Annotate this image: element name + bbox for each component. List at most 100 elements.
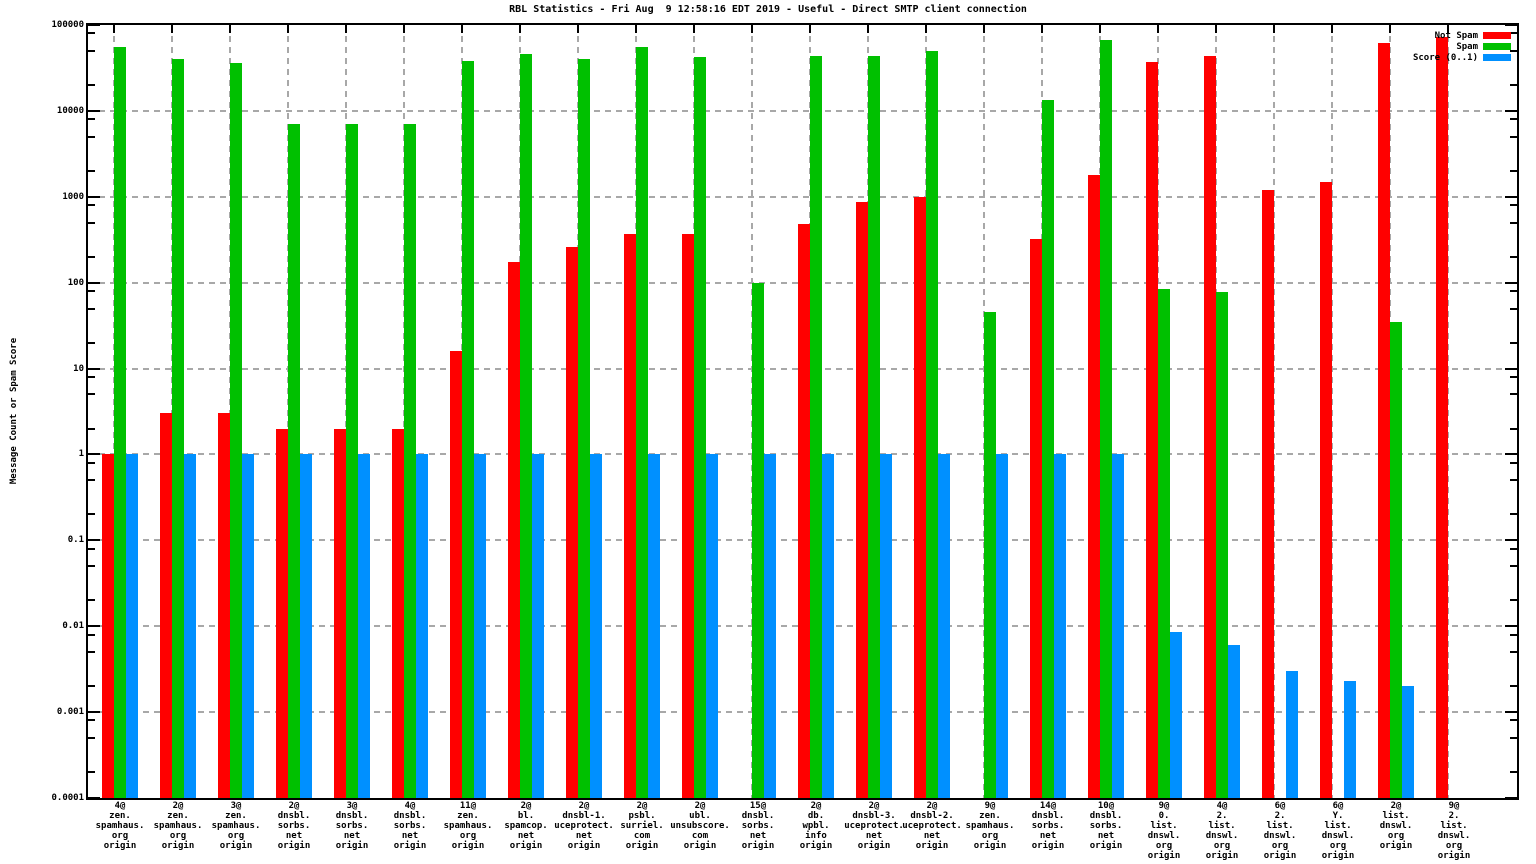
bar-score: [532, 454, 544, 798]
y-major-tick: [1505, 625, 1517, 628]
y-minor-tick: [88, 565, 95, 568]
x-top-tick: [925, 25, 927, 33]
x-category-label: 6@ 2. list. dnswl. org origin: [1263, 801, 1297, 861]
x-top-tick: [519, 25, 521, 33]
y-minor-tick: [88, 135, 95, 138]
x-top-tick: [403, 25, 405, 33]
bar-score: [1112, 454, 1124, 798]
x-category-label: 3@ dnsbl. sorbs. net origin: [335, 801, 369, 851]
bar-spam: [868, 55, 880, 798]
y-minor-tick: [88, 341, 95, 344]
y-major-tick: [1505, 711, 1517, 714]
h-gridline: [88, 195, 1517, 198]
x-top-tick: [113, 25, 115, 33]
bar-score: [1402, 686, 1414, 798]
y-minor-tick: [1510, 375, 1517, 378]
y-minor-tick: [88, 118, 95, 121]
y-minor-tick: [1510, 307, 1517, 310]
bar-not-spam: [1436, 37, 1448, 798]
y-major-tick: [88, 453, 100, 456]
y-minor-tick: [88, 685, 95, 688]
bar-not-spam: [508, 261, 520, 798]
y-major-tick: [88, 625, 100, 628]
x-category-label: 4@ zen. spamhaus. org origin: [95, 801, 145, 851]
y-major-tick: [88, 195, 100, 198]
bar-score: [648, 454, 660, 798]
y-major-tick: [88, 109, 100, 112]
y-minor-tick: [88, 307, 95, 310]
y-minor-tick: [88, 633, 95, 636]
legend-item: Not Spam: [1413, 30, 1511, 41]
v-gridline: [1331, 25, 1333, 798]
y-minor-tick: [1510, 204, 1517, 207]
y-minor-tick: [1510, 289, 1517, 292]
bar-not-spam: [1262, 189, 1274, 798]
legend-swatch: [1483, 43, 1511, 50]
bar-spam: [578, 59, 590, 798]
y-minor-tick: [1510, 771, 1517, 774]
bar-score: [184, 454, 196, 798]
y-minor-tick: [1510, 547, 1517, 550]
x-category-label: 6@ Y. list. dnswl. org origin: [1321, 801, 1355, 861]
y-minor-tick: [88, 479, 95, 482]
y-minor-tick: [1510, 719, 1517, 722]
y-tick-label: 0.1: [67, 535, 84, 546]
y-minor-tick: [1510, 32, 1517, 35]
legend-item: Spam: [1413, 41, 1511, 52]
y-major-tick: [88, 281, 100, 284]
bar-not-spam: [276, 428, 288, 798]
bar-not-spam: [1088, 174, 1100, 798]
y-minor-tick: [1510, 685, 1517, 688]
legend-swatch: [1483, 54, 1511, 61]
x-category-label: 11@ zen. spamhaus. org origin: [443, 801, 493, 851]
y-minor-tick: [88, 255, 95, 258]
bar-spam: [172, 59, 184, 798]
bar-spam: [752, 282, 764, 798]
y-minor-tick: [1510, 565, 1517, 568]
bar-spam: [520, 53, 532, 798]
legend-item: Score (0..1): [1413, 52, 1511, 63]
bar-spam: [404, 124, 416, 798]
x-category-label: 14@ dnsbl. sorbs. net origin: [1031, 801, 1065, 851]
y-major-tick: [88, 711, 100, 714]
y-major-tick: [1505, 453, 1517, 456]
h-gridline: [88, 109, 1517, 112]
bar-spam: [1100, 40, 1112, 798]
bar-not-spam: [566, 247, 578, 798]
y-minor-tick: [1510, 221, 1517, 224]
bar-not-spam: [1030, 239, 1042, 798]
x-top-tick: [809, 25, 811, 33]
y-minor-tick: [1510, 736, 1517, 739]
bar-not-spam: [218, 413, 230, 798]
y-tick-label: 100: [67, 277, 84, 288]
bar-score: [416, 454, 428, 798]
bar-score: [996, 454, 1008, 798]
bar-spam: [1158, 288, 1170, 798]
y-minor-tick: [88, 736, 95, 739]
y-minor-tick: [1510, 169, 1517, 172]
x-category-label: 2@ bl. spamcop. net origin: [504, 801, 548, 851]
v-gridline: [1447, 25, 1449, 798]
bar-spam: [636, 47, 648, 798]
bar-spam: [694, 57, 706, 798]
y-minor-tick: [1510, 118, 1517, 121]
x-category-label: 4@ dnsbl. sorbs. net origin: [393, 801, 427, 851]
bar-score: [1228, 645, 1240, 798]
x-top-tick: [867, 25, 869, 33]
x-category-label: 9@ zen. spamhaus. org origin: [965, 801, 1015, 851]
bar-score: [938, 454, 950, 798]
bar-not-spam: [856, 201, 868, 798]
x-category-label: 2@ dnsbl-1. uceprotect. net origin: [554, 801, 614, 851]
y-tick-label: 0.01: [62, 621, 84, 632]
x-category-label: 15@ dnsbl. sorbs. net origin: [741, 801, 775, 851]
x-top-tick: [1331, 25, 1333, 33]
bar-not-spam: [914, 196, 926, 798]
y-minor-tick: [1510, 513, 1517, 516]
x-category-label: 10@ dnsbl. sorbs. net origin: [1089, 801, 1123, 851]
y-minor-tick: [88, 169, 95, 172]
y-minor-tick: [1510, 599, 1517, 602]
bar-not-spam: [102, 454, 114, 798]
x-category-label: 2@ list. dnswl. org origin: [1379, 801, 1413, 851]
x-category-label: 9@ 0. list. dnswl. org origin: [1147, 801, 1181, 861]
x-category-label: 2@ dnsbl-2. uceprotect. net origin: [902, 801, 962, 851]
